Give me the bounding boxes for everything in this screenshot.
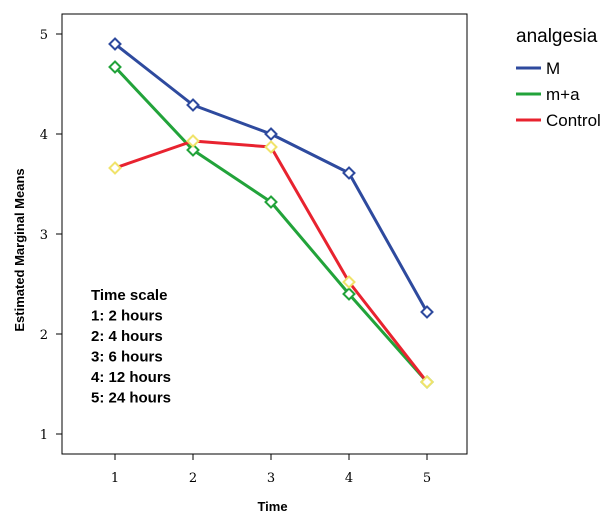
series-layer — [108, 37, 434, 389]
x-tick-label: 2 — [189, 471, 197, 486]
data-point-marker — [264, 195, 278, 209]
series-line — [114, 42, 429, 313]
data-point-marker — [264, 140, 278, 154]
annotation-line: 3: 6 hours — [91, 349, 163, 366]
series-line — [114, 139, 429, 383]
annotation-line: 5: 24 hours — [91, 390, 171, 407]
data-point-marker — [264, 127, 278, 141]
x-tick-label: 3 — [267, 471, 275, 486]
data-point-marker — [420, 305, 434, 319]
data-point-marker — [342, 275, 356, 289]
legend-title: analgesia — [516, 26, 598, 47]
data-point-marker — [108, 161, 122, 175]
legend-label: Control — [546, 111, 601, 130]
legend-label: m+a — [546, 85, 580, 104]
y-tick-label: 3 — [40, 228, 48, 243]
data-point-marker — [342, 166, 356, 180]
x-tick-label: 4 — [345, 471, 353, 486]
data-point-marker — [186, 143, 200, 157]
data-point-marker — [420, 375, 434, 389]
data-point-marker — [108, 37, 122, 51]
plot-border — [61, 13, 468, 455]
y-tick-label: 5 — [40, 28, 48, 43]
time-scale-annotation: Time scale 1: 2 hours 2: 4 hours 3: 6 ho… — [91, 287, 171, 407]
data-point-marker — [342, 287, 356, 301]
data-point-marker — [186, 134, 200, 148]
annotation-line: 1: 2 hours — [91, 308, 163, 325]
data-point-marker — [186, 98, 200, 112]
annotation-line: 2: 4 hours — [91, 328, 163, 345]
legend-items: Mm+a Control — [516, 59, 601, 130]
legend-label: M — [546, 59, 560, 78]
y-tick-label: 2 — [40, 328, 48, 343]
annotation-line: 4: 12 hours — [91, 369, 171, 386]
y-tick-label: 4 — [40, 128, 48, 143]
x-axis-ticks: 1 2 3 4 5 — [111, 454, 431, 486]
x-tick-label: 5 — [423, 471, 431, 486]
y-axis-title: Estimated Marginal Means — [12, 168, 27, 331]
x-tick-label: 1 — [111, 471, 119, 486]
y-axis-ticks: 1 2 3 4 5 — [40, 28, 62, 443]
legend: analgesia Mm+a Control — [516, 26, 601, 130]
x-axis-title: Time — [257, 499, 287, 514]
data-point-marker — [108, 60, 122, 74]
plot-frame — [61, 13, 468, 455]
y-tick-label: 1 — [40, 428, 48, 443]
annotation-line: Time scale — [91, 287, 167, 304]
